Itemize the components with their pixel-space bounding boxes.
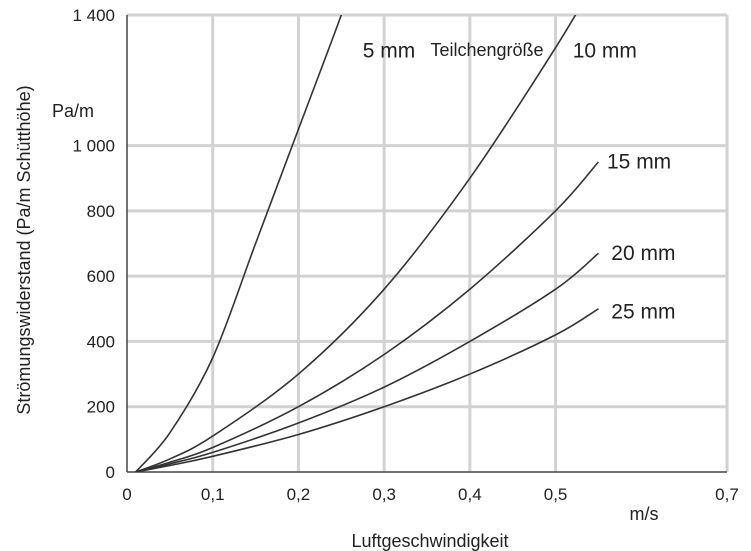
y-tick-label: 400 <box>87 332 115 351</box>
y-tick-label: 800 <box>87 202 115 221</box>
y-tick-label: 1 400 <box>72 6 115 25</box>
series-label-10-mm: 10 mm <box>573 39 637 62</box>
series-lines <box>134 15 600 472</box>
series-label-20-mm: 20 mm <box>611 242 675 265</box>
series-line-5-mm <box>134 15 343 472</box>
y-axis-title: Strömungswiderstand (Pa/m Schütthöhe) <box>14 85 34 414</box>
legend-title: Teilchengröße <box>430 40 543 60</box>
x-tick-label: 0,4 <box>458 485 482 504</box>
y-tick-label: 200 <box>87 398 115 417</box>
series-label-15-mm: 15 mm <box>607 150 671 173</box>
x-tick-label: 0 <box>122 485 131 504</box>
y-tick-label: 600 <box>87 267 115 286</box>
series-line-20-mm <box>135 252 599 472</box>
y-tick-labels: 0 200 400 600 800 1 000 1 400 <box>72 6 115 482</box>
series-label-25-mm: 25 mm <box>611 301 675 324</box>
x-tick-labels: 0 0,1 0,2 0,3 0,4 0,5 0,7 <box>122 485 739 504</box>
series-labels: 5 mm 10 mm 15 mm 20 mm 25 mm <box>363 39 676 323</box>
series-line-15-mm <box>135 161 600 472</box>
x-tick-label: 0,1 <box>201 485 225 504</box>
y-unit-label: Pa/m <box>52 101 94 121</box>
grid <box>127 13 729 472</box>
axes <box>126 15 727 473</box>
x-tick-label: 0,2 <box>287 485 311 504</box>
x-tick-label: 0,7 <box>715 485 739 504</box>
x-tick-label: 0,3 <box>372 485 396 504</box>
series-line-25-mm <box>135 308 599 472</box>
y-tick-label: 0 <box>106 463 115 482</box>
x-axis-title: Luftgeschwindigkeit <box>351 531 508 551</box>
series-label-5-mm: 5 mm <box>363 39 416 62</box>
series-line-10-mm <box>135 15 577 472</box>
y-tick-label: 1 000 <box>72 137 115 156</box>
x-unit-label: m/s <box>630 504 659 524</box>
x-tick-label: 0,5 <box>544 485 568 504</box>
